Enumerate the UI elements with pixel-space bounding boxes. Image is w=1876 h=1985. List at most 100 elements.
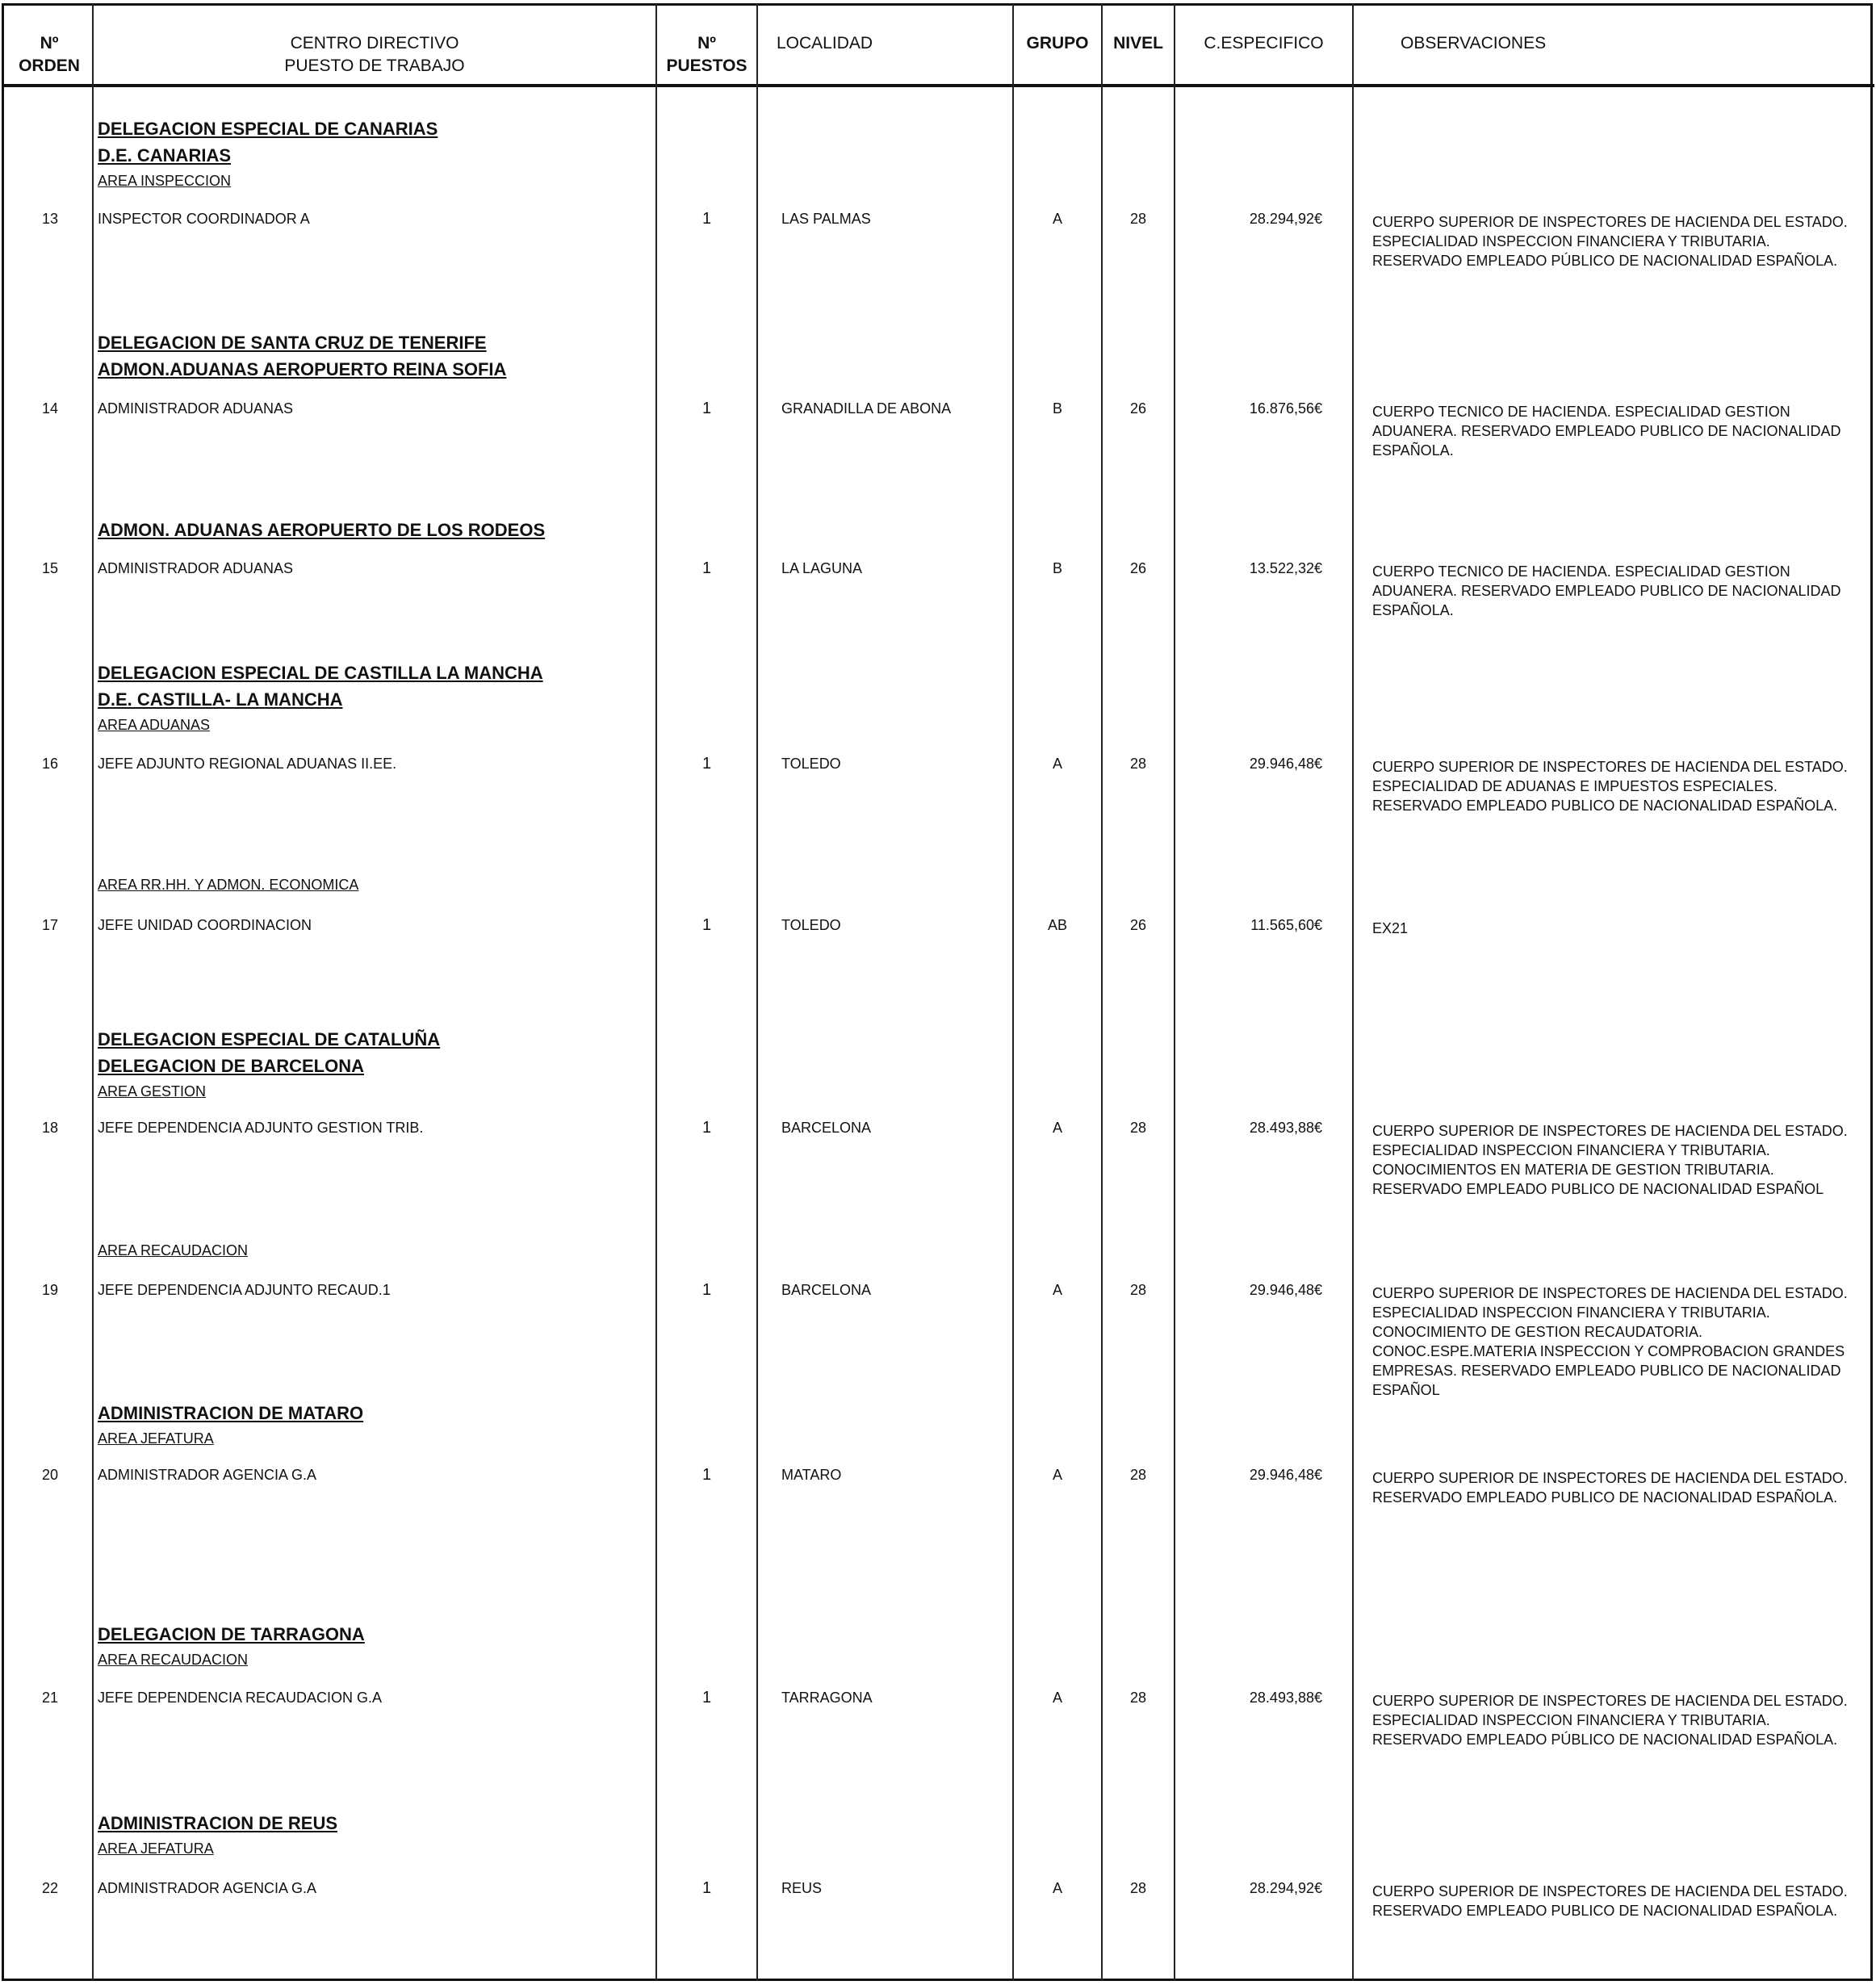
unit-heading: ADMINISTRACION DE REUS bbox=[98, 1813, 338, 1833]
num-puestos: 1 bbox=[701, 559, 712, 577]
section-headings: ADMINISTRACION DE MATARO AREA JEFATURA bbox=[98, 1400, 655, 1451]
column-divider bbox=[1174, 3, 1175, 1981]
puesto-trabajo: ADMINISTRADOR ADUANAS bbox=[98, 560, 294, 576]
area-heading: AREA JEFATURA bbox=[98, 1430, 214, 1447]
observaciones: CUERPO SUPERIOR DE INSPECTORES DE HACIEN… bbox=[1372, 759, 1848, 814]
nivel: 28 bbox=[1129, 1880, 1147, 1896]
grupo: B bbox=[1052, 560, 1062, 576]
orden-number: 19 bbox=[41, 1282, 59, 1298]
unit-heading: D.E. CASTILLA- LA MANCHA bbox=[98, 689, 343, 710]
num-puestos: 1 bbox=[701, 210, 712, 228]
localidad: REUS bbox=[781, 1880, 823, 1896]
localidad: TOLEDO bbox=[781, 756, 841, 772]
puesto-trabajo: ADMINISTRADOR AGENCIA G.A bbox=[98, 1467, 317, 1483]
grupo: A bbox=[1052, 1880, 1062, 1896]
column-divider bbox=[1012, 3, 1014, 1981]
nivel: 28 bbox=[1129, 1690, 1147, 1706]
localidad: LA LAGUNA bbox=[781, 560, 863, 576]
orden-number: 13 bbox=[41, 211, 59, 227]
unit-heading: D.E. CANARIAS bbox=[98, 145, 232, 165]
nivel: 26 bbox=[1129, 560, 1147, 576]
unit-heading: ADMON. ADUANAS AEROPUERTO DE LOS RODEOS bbox=[98, 520, 546, 540]
area-heading: AREA RECAUDACION bbox=[98, 1242, 249, 1258]
header-divider bbox=[2, 84, 1874, 87]
complemento-especifico: 28.294,92€ bbox=[1249, 211, 1322, 227]
column-divider bbox=[1352, 3, 1354, 1981]
puesto-trabajo: ADMINISTRADOR ADUANAS bbox=[98, 400, 294, 417]
header-localidad: LOCALIDAD bbox=[777, 34, 873, 52]
puesto-trabajo: INSPECTOR COORDINADOR A bbox=[98, 211, 310, 227]
localidad: MATARO bbox=[781, 1467, 842, 1483]
localidad: TOLEDO bbox=[781, 917, 841, 933]
area-heading: AREA GESTION bbox=[98, 1083, 207, 1099]
localidad: BARCELONA bbox=[781, 1120, 872, 1136]
complemento-especifico: 28.493,88€ bbox=[1249, 1120, 1322, 1136]
grupo: A bbox=[1052, 1690, 1062, 1706]
unit-heading: DELEGACION DE SANTA CRUZ DE TENERIFE bbox=[98, 333, 487, 353]
localidad: LAS PALMAS bbox=[781, 211, 871, 227]
num-puestos: 1 bbox=[701, 400, 712, 417]
num-puestos: 1 bbox=[701, 916, 712, 934]
column-divider bbox=[756, 3, 758, 1981]
complemento-especifico: 13.522,32€ bbox=[1249, 560, 1322, 576]
column-divider bbox=[655, 3, 657, 1981]
header-puestos-line: PUESTOS bbox=[666, 57, 747, 75]
complemento-especifico: 28.493,88€ bbox=[1249, 1690, 1322, 1706]
column-divider bbox=[92, 3, 94, 1981]
section-headings: DELEGACION ESPECIAL DE CATALUÑA DELEGACIO… bbox=[98, 1026, 655, 1103]
localidad: GRANADILLA DE ABONA bbox=[781, 400, 952, 417]
num-puestos: 1 bbox=[701, 1466, 712, 1484]
grupo: A bbox=[1052, 211, 1062, 227]
orden-number: 22 bbox=[41, 1880, 59, 1896]
header-centro-line: PUESTO DE TRABAJO bbox=[284, 57, 465, 75]
observaciones: CUERPO SUPERIOR DE INSPECTORES DE HACIEN… bbox=[1372, 1693, 1848, 1748]
unit-heading: ADMINISTRACION DE MATARO bbox=[98, 1403, 364, 1423]
puesto-trabajo: JEFE ADJUNTO REGIONAL ADUANAS II.EE. bbox=[98, 756, 397, 772]
area-heading: AREA JEFATURA bbox=[98, 1841, 214, 1857]
section-headings: AREA RECAUDACION bbox=[98, 1238, 655, 1263]
nivel: 26 bbox=[1129, 400, 1147, 417]
header-puestos-line: Nº bbox=[697, 34, 716, 52]
orden-number: 20 bbox=[41, 1467, 59, 1483]
section-headings: AREA RR.HH. Y ADMON. ECONOMICA bbox=[98, 873, 655, 897]
grupo: A bbox=[1052, 1282, 1062, 1298]
complemento-especifico: 16.876,56€ bbox=[1249, 400, 1322, 417]
localidad: BARCELONA bbox=[781, 1282, 872, 1298]
header-observaciones: OBSERVACIONES bbox=[1401, 34, 1547, 52]
area-heading: AREA INSPECCION bbox=[98, 173, 232, 189]
unit-heading: DELEGACION ESPECIAL DE CASTILLA LA MANCH… bbox=[98, 663, 543, 683]
orden-number: 15 bbox=[41, 560, 59, 576]
orden-number: 16 bbox=[41, 756, 59, 772]
nivel: 28 bbox=[1129, 1120, 1147, 1136]
header-grupo: GRUPO bbox=[1026, 34, 1089, 52]
orden-number: 17 bbox=[41, 917, 59, 933]
nivel: 28 bbox=[1129, 1282, 1147, 1298]
header-orden: Nº ORDEN bbox=[6, 32, 92, 77]
section-headings: DELEGACION DE SANTA CRUZ DE TENERIFE ADMO… bbox=[98, 329, 655, 383]
orden-number: 21 bbox=[41, 1690, 59, 1706]
localidad: TARRAGONA bbox=[781, 1690, 873, 1706]
num-puestos: 1 bbox=[701, 1879, 712, 1897]
puesto-trabajo: JEFE DEPENDENCIA ADJUNTO RECAUD.1 bbox=[98, 1282, 391, 1298]
puesto-trabajo: JEFE UNIDAD COORDINACION bbox=[98, 917, 312, 933]
nivel: 28 bbox=[1129, 1467, 1147, 1483]
observaciones: CUERPO SUPERIOR DE INSPECTORES DE HACIEN… bbox=[1372, 1285, 1848, 1398]
section-headings: DELEGACION DE TARRAGONA AREA RECAUDACION bbox=[98, 1621, 655, 1672]
observaciones: CUERPO SUPERIOR DE INSPECTORES DE HACIEN… bbox=[1372, 214, 1848, 269]
complemento-especifico: 29.946,48€ bbox=[1249, 756, 1322, 772]
num-puestos: 1 bbox=[701, 1689, 712, 1707]
header-centro-line: CENTRO DIRECTIVO bbox=[290, 34, 459, 52]
grupo: A bbox=[1052, 1120, 1062, 1136]
section-headings: DELEGACION ESPECIAL DE CANARIAS D.E. CANA… bbox=[98, 115, 655, 193]
complemento-especifico: 29.946,48€ bbox=[1249, 1282, 1322, 1298]
header-centro: CENTRO DIRECTIVO PUESTO DE TRABAJO bbox=[94, 32, 655, 77]
section-headings: ADMON. ADUANAS AEROPUERTO DE LOS RODEOS bbox=[98, 517, 655, 543]
header-puestos: Nº PUESTOS bbox=[657, 32, 756, 77]
header-nivel: NIVEL bbox=[1113, 34, 1163, 52]
complemento-especifico: 29.946,48€ bbox=[1249, 1467, 1322, 1483]
grupo: A bbox=[1052, 1467, 1062, 1483]
num-puestos: 1 bbox=[701, 1281, 712, 1299]
area-heading: AREA RR.HH. Y ADMON. ECONOMICA bbox=[98, 877, 359, 893]
unit-heading: ADMON.ADUANAS AEROPUERTO REINA SOFIA bbox=[98, 359, 507, 379]
complemento-especifico: 28.294,92€ bbox=[1249, 1880, 1322, 1896]
